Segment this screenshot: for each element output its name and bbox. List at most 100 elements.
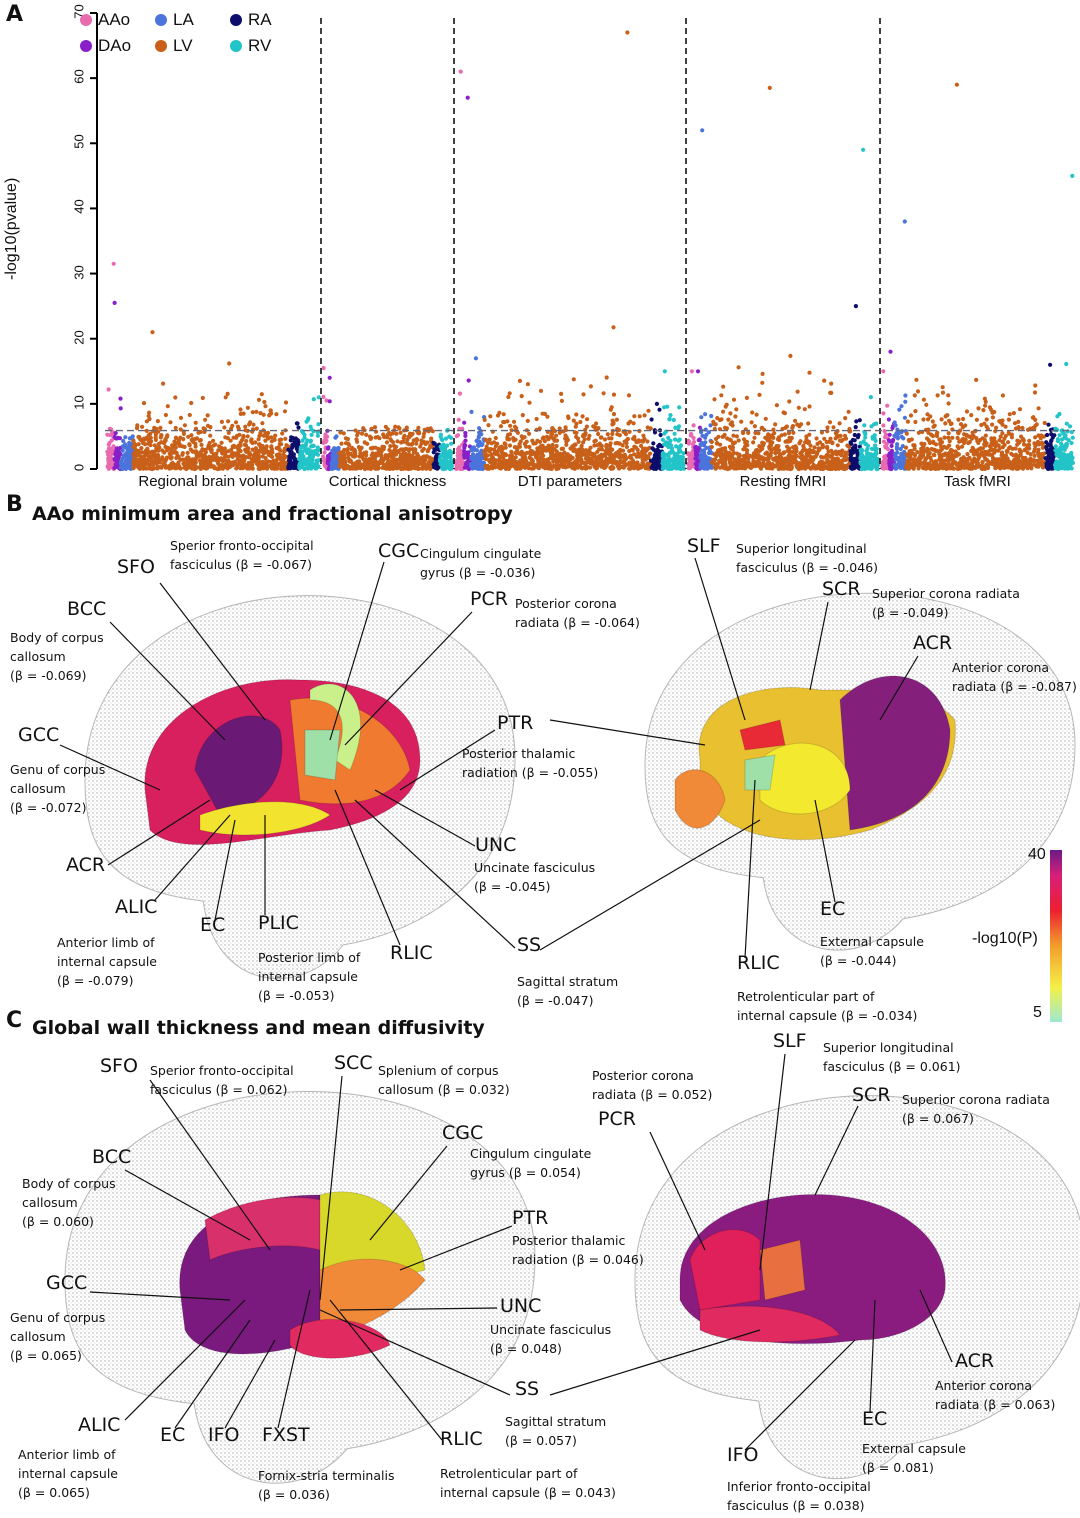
point-dao bbox=[888, 456, 893, 461]
point-la bbox=[330, 453, 335, 458]
point-dao bbox=[463, 443, 468, 448]
point-lv bbox=[714, 441, 720, 446]
point-lv bbox=[529, 448, 534, 453]
point-lv bbox=[574, 421, 579, 426]
point-lv bbox=[946, 401, 951, 406]
point-lv bbox=[423, 454, 428, 460]
point-lv bbox=[736, 438, 741, 443]
point-rv bbox=[676, 438, 681, 443]
point-la bbox=[330, 456, 335, 461]
point-lv bbox=[1036, 406, 1041, 411]
point-aao bbox=[455, 433, 461, 438]
point-lv bbox=[503, 445, 508, 450]
point-lv bbox=[605, 432, 610, 437]
point-lv bbox=[970, 458, 975, 464]
point-lv bbox=[617, 433, 622, 438]
point-rv bbox=[864, 448, 869, 453]
point-la bbox=[126, 447, 131, 453]
point-lv bbox=[550, 442, 555, 448]
point-lv bbox=[814, 436, 819, 441]
point-lv bbox=[527, 431, 532, 436]
point-lv bbox=[588, 460, 593, 466]
point-lv bbox=[339, 456, 344, 461]
point-aao bbox=[686, 465, 692, 470]
point-ra bbox=[848, 456, 853, 461]
point-rv bbox=[671, 417, 676, 423]
point-rv bbox=[315, 430, 320, 435]
point-lv bbox=[843, 450, 848, 456]
point-lv bbox=[557, 430, 562, 435]
point-lv bbox=[983, 433, 988, 438]
point-lv bbox=[557, 426, 562, 431]
point-lv bbox=[483, 463, 488, 468]
point-ra bbox=[854, 419, 859, 424]
point-lv bbox=[384, 454, 389, 459]
point-lv bbox=[767, 453, 772, 458]
point-ra bbox=[296, 425, 301, 430]
point-aao bbox=[323, 432, 328, 437]
point-lv bbox=[154, 460, 160, 465]
point-rv bbox=[680, 455, 686, 460]
point-lv bbox=[527, 461, 532, 467]
point-lv bbox=[939, 417, 944, 422]
point-lv bbox=[153, 430, 158, 435]
point-aao bbox=[457, 391, 462, 396]
point-lv bbox=[555, 462, 560, 467]
point-lv bbox=[509, 428, 514, 433]
point-dao bbox=[115, 455, 120, 460]
point-lv bbox=[536, 459, 541, 465]
point-la bbox=[476, 464, 481, 469]
point-lv bbox=[582, 437, 587, 442]
point-lv bbox=[343, 436, 348, 441]
point-lv bbox=[599, 464, 604, 469]
point-lv bbox=[924, 427, 929, 432]
point-lv bbox=[716, 448, 721, 453]
point-lv bbox=[554, 433, 559, 438]
point-lv bbox=[274, 446, 279, 451]
point-lv bbox=[227, 361, 232, 366]
point-rv bbox=[860, 453, 865, 458]
point-rv bbox=[308, 466, 313, 471]
point-lv bbox=[645, 439, 650, 444]
point-lv bbox=[983, 403, 988, 408]
point-lv bbox=[774, 403, 780, 408]
point-lv bbox=[821, 455, 826, 460]
point-lv bbox=[176, 460, 181, 465]
point-lv bbox=[280, 431, 285, 436]
point-lv bbox=[153, 454, 158, 460]
point-lv bbox=[723, 404, 728, 409]
point-ra bbox=[431, 440, 436, 445]
point-lv bbox=[631, 421, 636, 426]
point-lv bbox=[982, 437, 987, 443]
point-lv bbox=[1011, 411, 1017, 416]
point-lv bbox=[728, 421, 733, 427]
point-lv bbox=[728, 411, 733, 416]
point-lv bbox=[967, 455, 972, 460]
point-lv bbox=[716, 434, 721, 439]
point-lv bbox=[241, 435, 246, 440]
point-lv bbox=[827, 420, 833, 425]
point-ra bbox=[292, 439, 297, 445]
point-aao bbox=[688, 431, 694, 437]
point-lv bbox=[768, 439, 773, 444]
point-rv bbox=[662, 465, 667, 470]
point-lv bbox=[781, 450, 786, 455]
point-rv bbox=[674, 466, 679, 471]
point-rv bbox=[858, 441, 863, 446]
point-aao bbox=[107, 426, 112, 431]
point-rv bbox=[440, 463, 445, 468]
point-lv bbox=[212, 465, 217, 470]
point-lv bbox=[518, 466, 523, 471]
point-lv bbox=[267, 412, 272, 417]
point-rv bbox=[869, 460, 875, 466]
point-lv bbox=[714, 453, 719, 459]
point-lv bbox=[262, 399, 267, 405]
point-lv bbox=[527, 444, 532, 450]
point-lv bbox=[721, 409, 726, 414]
point-lv bbox=[625, 30, 630, 35]
point-lv bbox=[726, 417, 731, 422]
point-lv bbox=[709, 444, 714, 450]
point-lv bbox=[141, 401, 147, 406]
point-lv bbox=[152, 443, 157, 448]
point-lv bbox=[828, 390, 833, 395]
